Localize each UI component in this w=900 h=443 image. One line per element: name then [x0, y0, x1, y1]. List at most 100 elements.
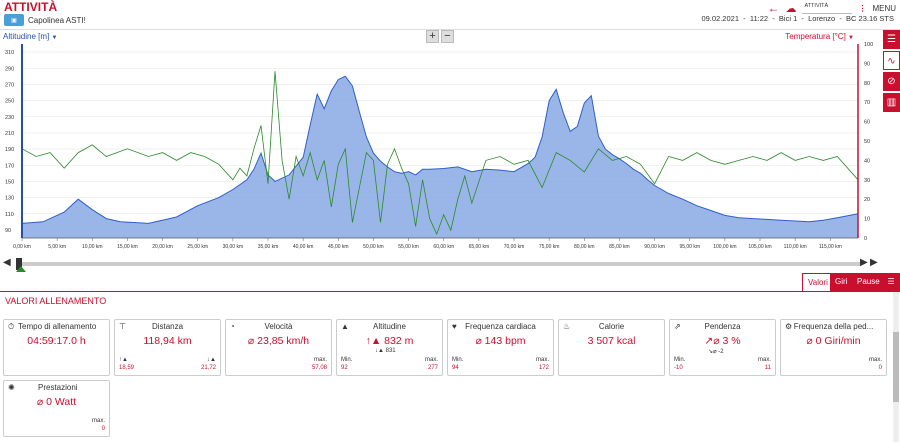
heart-icon: ♥	[452, 322, 457, 331]
back-arrow-icon[interactable]: ←	[767, 1, 780, 15]
x-tick-label: 80,00 km	[574, 244, 595, 250]
speedometer-icon: ◔	[230, 322, 235, 331]
y-right-tick-label: 90	[864, 61, 870, 67]
scrollbar-thumb[interactable]	[893, 332, 899, 402]
flame-icon: ♨	[563, 322, 571, 331]
x-tick-label: 35,00 km	[258, 244, 279, 250]
tab-list-icon[interactable]: ☰	[882, 273, 900, 291]
stat-label: ↓▲	[207, 357, 216, 363]
road-sign-icon: ⊤	[119, 322, 126, 331]
x-tick-label: 30,00 km	[223, 244, 244, 250]
stat-card-subvalue: ↘⌀ -2	[708, 349, 724, 355]
y-right-tick-label: 20	[864, 197, 870, 203]
x-tick-label: 110,00 km	[784, 244, 807, 250]
x-tick-label: 75,00 km	[539, 244, 560, 250]
x-tick-label: 90,00 km	[644, 244, 665, 250]
activity-subtitle: ▣ Capolinea ASTI!	[4, 14, 86, 26]
range-handle-left[interactable]	[16, 258, 22, 270]
activity-device: BC 23.16 STS	[846, 14, 894, 23]
bulb-icon: ✺	[8, 383, 15, 392]
stat-card-slope[interactable]: ⇗ Pendenza ↗⌀ 3 % ↘⌀ -2 Min. -10 max. 11	[669, 319, 776, 376]
stat-card-label: Frequenza cardiaca	[465, 322, 536, 331]
x-tick-label: 50,00 km	[363, 244, 384, 250]
stat-card-speedometer[interactable]: ◔ Velocità ⌀ 23,85 km/h max. 57,08	[225, 319, 332, 376]
pedal-icon: ⚙	[785, 322, 793, 331]
activity-meta: 09.02.2021 - 11:22 - Bici 1 - Lorenzo - …	[701, 14, 894, 23]
activity-select[interactable]: ATTIVITÀ	[802, 3, 853, 14]
x-tick-label: 20,00 km	[152, 244, 173, 250]
nav-prev-arrow[interactable]: ◀	[3, 257, 11, 268]
bar-chart-button[interactable]: ▥	[883, 93, 900, 112]
menu-dots-icon[interactable]: ⋮	[858, 3, 867, 13]
menu-button[interactable]: MENU	[872, 3, 896, 13]
stat-card-subvalue: ↓▲ 831	[375, 348, 396, 354]
stat-value: -10	[674, 365, 683, 371]
stat-card-label: Altitudine	[373, 322, 406, 331]
stat-label: Min.	[674, 357, 686, 363]
tab-giri[interactable]: Giri	[830, 273, 853, 291]
stat-card-stopwatch[interactable]: ⏱ Tempo di allenamento 04:59:17.0 h	[3, 319, 110, 376]
activity-user: Lorenzo	[808, 14, 836, 23]
stat-value: 172	[538, 365, 549, 371]
activity-time: 11:22	[749, 14, 769, 23]
page-title: ATTIVITÀ	[4, 0, 58, 14]
stat-card-value: ⌀ 23,85 km/h	[247, 335, 310, 347]
y-left-tick-label: 150	[5, 179, 14, 185]
x-tick-label: 0,00 km	[13, 244, 31, 250]
stat-label: Min.	[452, 357, 464, 363]
range-track[interactable]	[22, 262, 860, 266]
stat-card-heart[interactable]: ♥ Frequenza cardiaca ⌀ 143 bpm Min. 94 max. 17…	[447, 319, 554, 376]
stat-value: 92	[341, 365, 348, 371]
stat-card-label: Distanza	[151, 322, 184, 331]
x-tick-label: 15,00 km	[117, 244, 138, 250]
y-right-tick-label: 0	[864, 236, 867, 242]
y-right-tick-label: 40	[864, 158, 870, 164]
stat-label: Min.	[341, 357, 353, 363]
y-left-tick-label: 230	[5, 115, 14, 121]
stat-label: max.	[757, 357, 771, 363]
stat-card-bulb[interactable]: ✺ Prestazioni ⌀ 0 Watt max. 0	[3, 380, 110, 437]
x-tick-label: 115,00 km	[819, 244, 842, 250]
stat-card-value: 118,94 km	[143, 335, 192, 347]
zoom-out-button[interactable]: −	[441, 30, 454, 43]
x-tick-label: 70,00 km	[504, 244, 525, 250]
right-axis-label: Temperatura [°C]	[785, 32, 846, 41]
stat-card-value: ↗⌀ 3 %	[704, 335, 741, 347]
y-left-tick-label: 110	[5, 212, 14, 218]
x-tick-label: 25,00 km	[187, 244, 208, 250]
x-tick-label: 40,00 km	[293, 244, 314, 250]
chart-view-button[interactable]: ∿	[883, 51, 900, 70]
stat-card-road-sign[interactable]: ⊤ Distanza 118,94 km ↑▲ 18,59 ↓▲ 21,72	[114, 319, 221, 376]
stat-card-flame[interactable]: ♨ Calorie 3 507 kcal	[558, 319, 665, 376]
mountain-icon: ▲	[341, 322, 349, 331]
y-left-tick-label: 170	[5, 163, 14, 169]
nav-next-arrow[interactable]: ▶	[860, 257, 868, 268]
list-view-button[interactable]: ☰	[883, 30, 900, 49]
stat-card-value: ↑▲ 832 m	[365, 335, 414, 347]
altitude-area	[22, 76, 858, 238]
stat-card-value: 04:59:17.0 h	[27, 335, 86, 347]
section-title: VALORI ALLENAMENTO	[5, 296, 107, 306]
stat-label: max.	[868, 357, 882, 363]
zoom-in-button[interactable]: +	[426, 30, 439, 43]
y-right-tick-label: 60	[864, 120, 870, 126]
tab-pause[interactable]: Pause	[852, 273, 885, 291]
activity-name: Capolinea ASTI!	[28, 15, 86, 25]
y-right-tick-label: 50	[864, 139, 870, 145]
x-tick-label: 95,00 km	[679, 244, 700, 250]
y-right-tick-label: 70	[864, 100, 870, 106]
y-left-tick-label: 310	[5, 50, 14, 56]
stat-card-mountain[interactable]: ▲ Altitudine ↑▲ 832 m ↓▲ 831 Min. 92 max. 277	[336, 319, 443, 376]
stat-card-value: ⌀ 143 bpm	[475, 335, 526, 347]
altitude-temperature-chart[interactable]: 90 110 130 150 170 190 210 230 250 270 290 310 0 10 20…	[0, 40, 880, 256]
left-axis-selector[interactable]: Altitudine [m] ▼	[3, 32, 58, 41]
altitude-line	[21, 75, 859, 224]
stat-card-pedal[interactable]: ⚙ Frequenza della ped... ⌀ 0 Giri/min max. 0	[780, 319, 887, 376]
nav-next-arrow-2[interactable]: ▶	[870, 257, 878, 268]
y-left-tick-label: 250	[5, 99, 14, 105]
right-axis-selector[interactable]: Temperatura [°C] ▼	[785, 32, 854, 41]
x-tick-label: 60,00 km	[433, 244, 454, 250]
cloud-sync-icon[interactable]: ☁	[785, 2, 797, 15]
hide-series-button[interactable]: ⊘	[883, 72, 900, 91]
page-scrollbar[interactable]	[893, 292, 899, 442]
